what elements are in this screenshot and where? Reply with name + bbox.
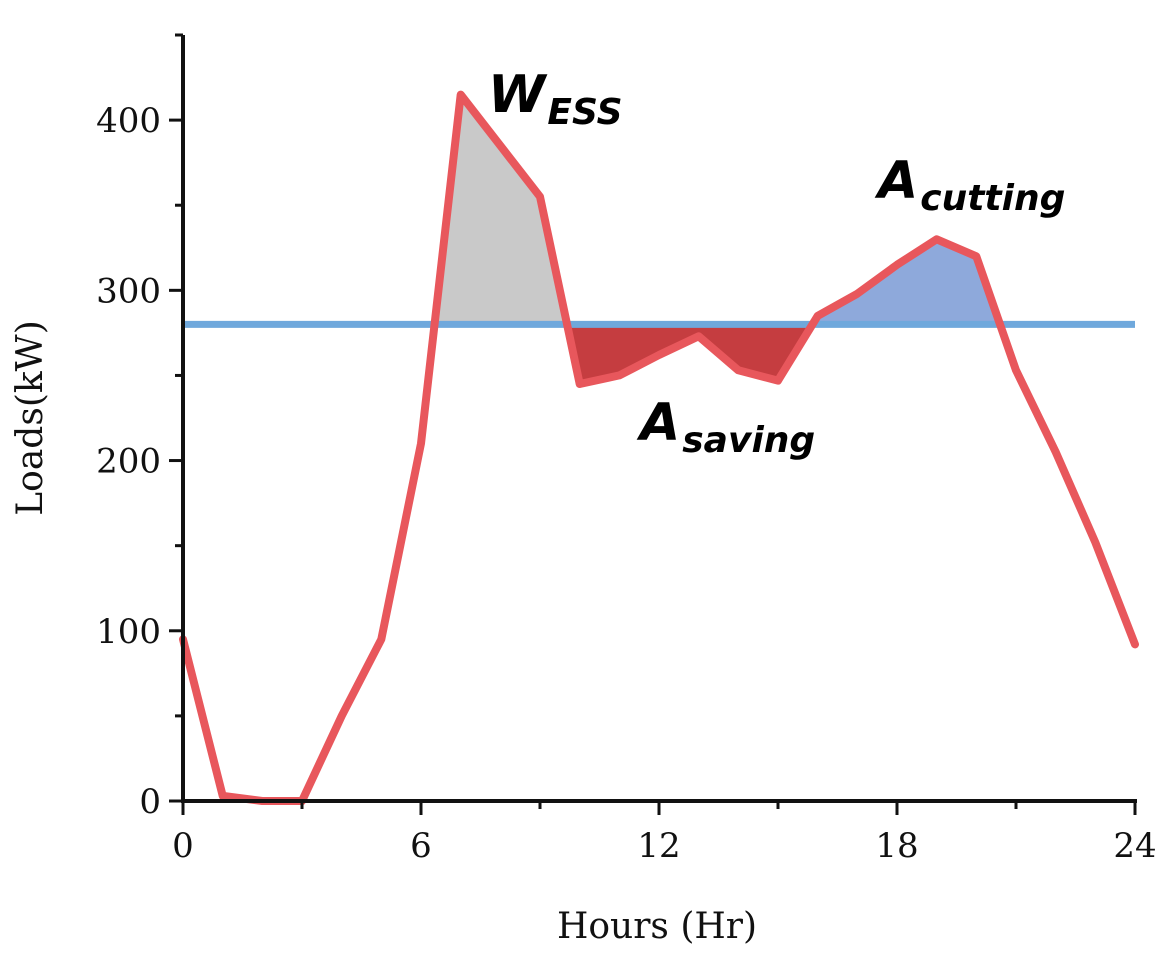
annotation-subscript: cutting <box>920 178 1065 219</box>
x-tick-label: 6 <box>410 826 432 866</box>
x-tick-label: 12 <box>637 826 680 866</box>
axes-layer: 0 100 200 300 400 0 6 12 18 24 <box>96 33 1157 866</box>
x-tick-label: 0 <box>172 826 194 866</box>
x-tick-label: 18 <box>875 826 918 866</box>
y-axis-title: Loads(kW) <box>10 320 51 515</box>
annotation-main-letter: A <box>636 393 680 453</box>
x-axis-title: Hours (Hr) <box>557 906 757 947</box>
y-tick-label: 400 <box>96 101 161 141</box>
a-saving-label: Asaving <box>636 393 815 461</box>
load-series-line <box>179 90 1139 805</box>
shaded-areas-layer <box>433 93 1002 386</box>
w-ess-label: WESS <box>488 65 623 133</box>
y-tick-label: 0 <box>139 782 161 822</box>
annotation-main-letter: W <box>488 65 548 125</box>
y-tick-label: 100 <box>96 612 161 652</box>
annotation-main-letter: A <box>874 151 918 211</box>
annotation-subscript: saving <box>682 420 815 461</box>
annotation-subscript: ESS <box>547 92 622 133</box>
y-tick-label: 300 <box>96 271 161 311</box>
y-tick-label: 200 <box>96 442 161 482</box>
x-tick-label: 24 <box>1113 826 1156 866</box>
a-cutting-label: Acutting <box>874 151 1065 219</box>
